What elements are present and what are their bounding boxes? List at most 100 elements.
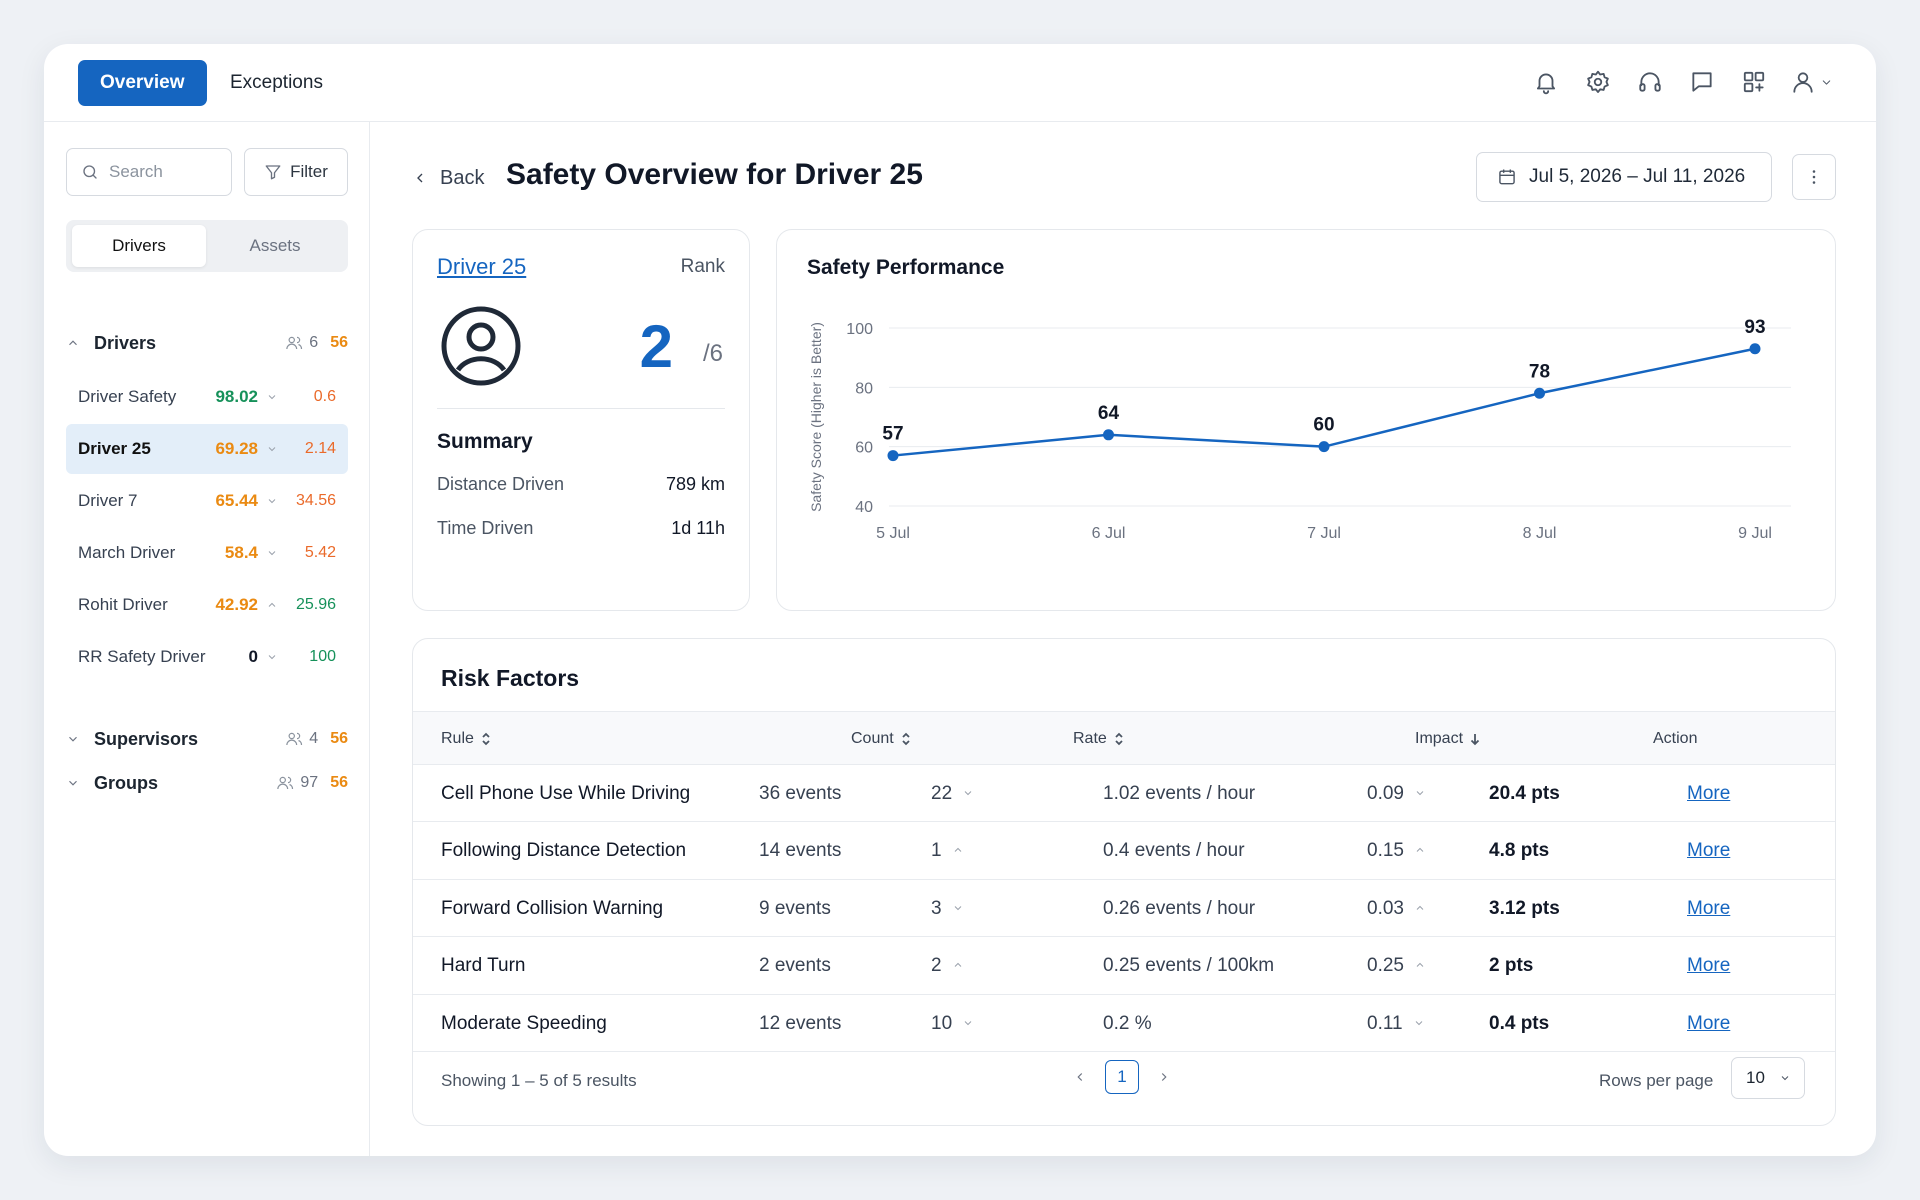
rule-name: Moderate Speeding bbox=[441, 1012, 607, 1034]
more-link[interactable]: More bbox=[1687, 1012, 1731, 1034]
chevron-down-icon bbox=[1413, 1013, 1425, 1035]
sidebar-driver-item[interactable]: March Driver 58.4 5.42 bbox=[66, 528, 348, 578]
x-tick-label: 8 Jul bbox=[1523, 525, 1557, 542]
sidebar-driver-item[interactable]: Driver Safety 98.02 0.6 bbox=[66, 372, 348, 422]
count-change: 1 bbox=[931, 823, 964, 880]
page-button[interactable]: 1 bbox=[1105, 1060, 1139, 1094]
driver-score: 58.4 bbox=[224, 543, 258, 562]
sidebar-driver-item[interactable]: Rohit Driver 42.92 25.96 bbox=[66, 580, 348, 630]
y-axis-label: Safety Score (Higher is Better) bbox=[808, 322, 824, 512]
chevron-left-icon bbox=[417, 173, 423, 183]
rank-value: 2 bbox=[639, 313, 673, 380]
group-drivers[interactable]: Drivers 6 56 bbox=[66, 328, 348, 358]
rows-per-page-label: Rows per page bbox=[1599, 1071, 1714, 1090]
safety-performance-chart: Safety Performance 40 60 80 100 5 Jul 6 Jul 7 … bbox=[776, 229, 1836, 611]
more-link[interactable]: More bbox=[1687, 897, 1731, 919]
count-change-value: 2 bbox=[931, 955, 942, 976]
rows-per-page-select[interactable]: 10 bbox=[1731, 1057, 1805, 1099]
sidebar-driver-item[interactable]: Driver 7 65.44 34.56 bbox=[66, 476, 348, 526]
driver-score: 69.28 bbox=[215, 439, 258, 458]
sidebar-driver-item[interactable]: Driver 25 69.28 2.14 bbox=[66, 424, 348, 474]
filter-button[interactable]: Filter bbox=[244, 148, 348, 196]
driver-name-link[interactable]: Driver 25 bbox=[437, 254, 527, 279]
group-count-value: 97 bbox=[300, 774, 319, 791]
impact-points: 20.4 pts bbox=[1489, 782, 1560, 804]
rate-change-value: 0.09 bbox=[1367, 782, 1404, 804]
table-row: Hard Turn 2 events 2 0.25 events / 100km 0.2… bbox=[413, 938, 1835, 995]
rate-change-value: 0.25 bbox=[1367, 955, 1404, 976]
column-label: Action bbox=[1653, 730, 1698, 747]
filter-label: Filter bbox=[290, 162, 328, 181]
sidebar-driver-item[interactable]: RR Safety Driver 0 100 bbox=[66, 632, 348, 682]
y-tick-label: 40 bbox=[855, 499, 873, 516]
event-rate: 1.02 events / hour bbox=[1103, 782, 1256, 804]
group-groups[interactable]: Groups 97 56 bbox=[66, 768, 348, 798]
group-supervisors[interactable]: Supervisors 4 56 bbox=[66, 724, 348, 754]
impact-points: 3.12 pts bbox=[1489, 897, 1560, 919]
segment-drivers[interactable]: Drivers bbox=[72, 225, 206, 267]
chat-icon[interactable] bbox=[1686, 66, 1718, 98]
back-button[interactable]: Back bbox=[412, 160, 484, 196]
chevron-down-icon bbox=[1781, 1076, 1789, 1081]
more-link[interactable]: More bbox=[1687, 840, 1731, 861]
segment-assets[interactable]: Assets bbox=[249, 236, 301, 255]
data-point bbox=[1749, 343, 1761, 355]
table-row: Following Distance Detection 14 events 1 0.… bbox=[413, 823, 1835, 880]
impact-points: 4.8 pts bbox=[1489, 840, 1550, 861]
data-point bbox=[1318, 441, 1330, 453]
chevron-down-icon bbox=[952, 898, 964, 920]
kebab-icon bbox=[1812, 170, 1816, 184]
rule-name: Cell Phone Use While Driving bbox=[441, 782, 691, 804]
back-label: Back bbox=[440, 166, 485, 189]
calendar-icon bbox=[1499, 169, 1515, 185]
chevron-down-icon bbox=[66, 776, 82, 790]
headset-icon[interactable] bbox=[1634, 66, 1666, 98]
y-tick-label: 60 bbox=[855, 440, 873, 457]
rank-total: /6 bbox=[702, 340, 723, 367]
page-title: Safety Overview for Driver 25 bbox=[506, 158, 923, 191]
search-input[interactable]: Search bbox=[66, 148, 232, 196]
chevron-down-icon bbox=[266, 528, 278, 578]
rate-change-value: 0.15 bbox=[1367, 840, 1404, 861]
bell-icon[interactable] bbox=[1530, 66, 1562, 98]
chevron-up-icon bbox=[66, 336, 82, 350]
y-tick-label: 80 bbox=[855, 380, 873, 397]
column-rate[interactable]: Rate bbox=[1073, 712, 1125, 766]
chevron-down-icon bbox=[1414, 783, 1426, 805]
more-link[interactable]: More bbox=[1687, 782, 1731, 804]
driver-name: March Driver bbox=[78, 543, 176, 562]
series-line bbox=[892, 347, 1756, 457]
count-change-value: 3 bbox=[931, 897, 942, 919]
group-label: Groups bbox=[94, 772, 159, 793]
date-range-picker[interactable]: Jul 5, 2026 – Jul 11, 2026 bbox=[1476, 152, 1772, 202]
chevron-up-icon bbox=[1414, 898, 1426, 920]
gear-icon[interactable] bbox=[1582, 66, 1614, 98]
x-tick-label: 5 Jul bbox=[876, 525, 910, 542]
count-change-value: 22 bbox=[931, 782, 953, 804]
apps-icon[interactable] bbox=[1738, 66, 1770, 98]
rows-per-page-value: 10 bbox=[1746, 1068, 1765, 1087]
user-menu[interactable] bbox=[1790, 66, 1840, 98]
driver-value: 5.42 bbox=[304, 544, 336, 561]
column-count[interactable]: Count bbox=[851, 712, 912, 766]
driver-value: 100 bbox=[309, 648, 336, 665]
data-point bbox=[887, 450, 899, 462]
chart-title: Safety Performance bbox=[807, 256, 1005, 279]
column-impact[interactable]: Impact bbox=[1415, 712, 1481, 766]
more-link[interactable]: More bbox=[1687, 955, 1731, 976]
column-rule[interactable]: Rule bbox=[441, 712, 492, 766]
chevron-left-icon[interactable] bbox=[1073, 1070, 1087, 1084]
count-change: 3 bbox=[931, 880, 964, 937]
rate-change-value: 0.03 bbox=[1367, 897, 1404, 919]
column-label: Count bbox=[851, 730, 894, 747]
tab-overview[interactable]: Overview bbox=[78, 60, 207, 106]
y-tick-label: 100 bbox=[846, 321, 873, 338]
search-icon bbox=[83, 165, 97, 179]
rule-name: Hard Turn bbox=[441, 955, 526, 976]
group-label: Supervisors bbox=[94, 728, 199, 749]
x-tick-label: 9 Jul bbox=[1738, 525, 1772, 542]
chevron-right-icon[interactable] bbox=[1157, 1070, 1171, 1084]
tab-exceptions[interactable]: Exceptions bbox=[230, 72, 323, 93]
chevron-up-icon bbox=[266, 580, 278, 630]
more-options-button[interactable] bbox=[1792, 154, 1836, 200]
